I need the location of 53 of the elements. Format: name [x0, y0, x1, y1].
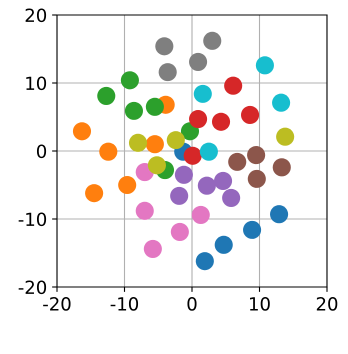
- point: [118, 176, 136, 194]
- point: [203, 32, 222, 50]
- point: [276, 128, 294, 146]
- point: [240, 106, 260, 124]
- point: [196, 252, 214, 270]
- y-tick-label: -10: [18, 212, 46, 226]
- point: [256, 56, 274, 74]
- x-tick-label: 20: [316, 297, 338, 311]
- y-tick-label: 0: [36, 144, 46, 158]
- point: [128, 134, 148, 152]
- y-tick-label: 20: [26, 8, 46, 22]
- x-tick-label: 10: [250, 297, 270, 311]
- point: [243, 220, 262, 239]
- point: [212, 112, 230, 131]
- point: [144, 240, 162, 258]
- point: [124, 102, 144, 120]
- point: [174, 166, 193, 184]
- point: [146, 98, 164, 116]
- point: [158, 63, 177, 82]
- point: [170, 222, 189, 241]
- point: [194, 84, 212, 103]
- y-tick-label: -20: [18, 280, 46, 294]
- point: [72, 122, 92, 140]
- point: [222, 188, 240, 207]
- point: [198, 176, 216, 195]
- point: [248, 170, 266, 188]
- y-tick-label: 10: [26, 76, 46, 90]
- point: [155, 37, 174, 56]
- x-tick-label: -20: [43, 297, 71, 311]
- point: [192, 206, 210, 224]
- point: [247, 146, 266, 164]
- point: [166, 131, 185, 150]
- point: [272, 158, 291, 176]
- point: [228, 152, 246, 171]
- point: [99, 142, 118, 161]
- point: [146, 135, 164, 154]
- point: [189, 110, 208, 128]
- x-tick-label: -10: [110, 297, 138, 311]
- point: [214, 236, 233, 254]
- x-tick-label: 0: [187, 297, 197, 311]
- point: [200, 142, 218, 161]
- point: [270, 205, 288, 224]
- point: [120, 71, 139, 90]
- point: [170, 186, 188, 205]
- point: [97, 86, 116, 105]
- point: [136, 202, 154, 220]
- point: [184, 146, 202, 165]
- point: [85, 184, 104, 202]
- point: [272, 94, 290, 112]
- point: [214, 172, 232, 190]
- point: [148, 156, 166, 174]
- point: [224, 76, 242, 95]
- point: [189, 52, 208, 71]
